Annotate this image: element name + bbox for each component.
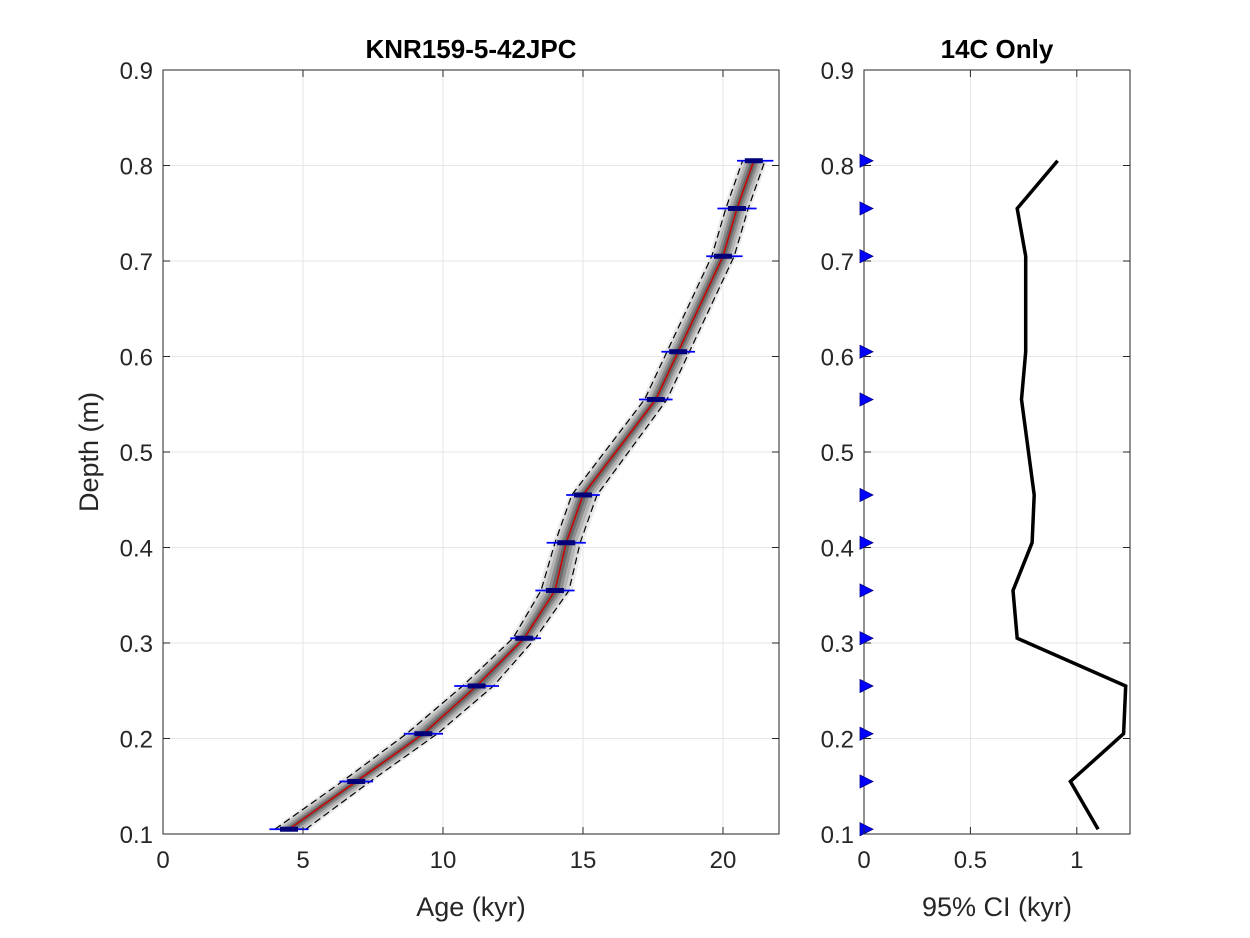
date-point <box>669 349 688 355</box>
ci-axis-label: 95% CI (kyr) <box>922 892 1072 922</box>
date-marker-triangle <box>859 487 874 503</box>
dated-samples <box>269 158 774 832</box>
ci-ticks: 0 0.5 1 0.1 0.2 0.3 0.4 0.5 0.6 0.7 0.8 0.9 <box>821 58 1130 874</box>
x-tick-label: 0.5 <box>954 847 987 874</box>
date-point <box>557 540 576 546</box>
age-model-band <box>271 160 768 830</box>
y-tick-label: 0.5 <box>120 440 153 467</box>
date-point <box>414 731 433 737</box>
age-depth-panel: 0 5 10 15 20 0.1 0.2 0.3 0.4 0.5 0.6 0.7 0.8 0.9 KNR1… <box>74 34 780 922</box>
x-tick-label: 0 <box>156 847 169 874</box>
ci-grid <box>863 69 1130 835</box>
age-uncertainty-shade <box>271 160 768 830</box>
date-point <box>280 826 298 832</box>
date-point <box>574 492 592 498</box>
x-tick-label: 10 <box>430 847 457 874</box>
date-point <box>714 253 732 259</box>
y-tick-label: 0.8 <box>120 154 153 181</box>
depth-axis-label: Depth (m) <box>74 392 104 512</box>
date-point <box>467 683 486 689</box>
y-tick-label: 0.2 <box>120 727 153 754</box>
age-depth-grid <box>162 69 779 835</box>
y-tick-label: 0.3 <box>821 631 854 658</box>
y-tick-label: 0.7 <box>821 249 854 276</box>
x-tick-label: 15 <box>570 847 597 874</box>
ci-line-group <box>1011 159 1128 831</box>
y-tick-label: 0.9 <box>821 58 854 85</box>
date-marker-triangle <box>859 153 874 168</box>
date-point <box>546 587 564 593</box>
y-tick-label: 0.6 <box>120 345 153 372</box>
date-marker-triangle <box>859 249 874 264</box>
date-marker-triangle <box>859 774 874 789</box>
x-tick-label: 5 <box>296 847 309 874</box>
y-tick-label: 0.9 <box>120 58 153 85</box>
ci-panel: 0 0.5 1 0.1 0.2 0.3 0.4 0.5 0.6 0.7 0.8 0.9 14C Onl… <box>821 34 1131 922</box>
date-point <box>744 158 763 164</box>
x-tick-label: 0 <box>857 847 870 874</box>
date-marker-triangle <box>859 392 874 407</box>
date-marker-triangle <box>859 726 874 741</box>
y-tick-label: 0.3 <box>120 631 153 658</box>
y-tick-label: 0.4 <box>821 536 854 563</box>
date-marker-triangle <box>859 822 874 837</box>
date-marker-triangle <box>859 678 874 694</box>
date-marker-triangle <box>859 583 874 598</box>
date-point <box>728 205 746 211</box>
y-tick-label: 0.2 <box>821 727 854 754</box>
age-axis-label: Age (kyr) <box>416 892 526 922</box>
age-depth-ticks: 0 5 10 15 20 0.1 0.2 0.3 0.4 0.5 0.6 0.7 0.8 0.9 <box>120 58 779 874</box>
date-point <box>515 635 534 641</box>
date-marker-triangle <box>859 201 874 216</box>
y-tick-label: 0.1 <box>120 822 153 849</box>
x-tick-label: 20 <box>710 847 737 874</box>
x-tick-label: 1 <box>1070 847 1083 874</box>
ci-date-markers <box>859 153 874 837</box>
age-depth-title: KNR159-5-42JPC <box>366 34 577 64</box>
y-tick-label: 0.4 <box>120 536 153 563</box>
y-tick-label: 0.1 <box>821 822 854 849</box>
date-marker-triangle <box>859 631 874 646</box>
ci-title: 14C Only <box>941 34 1054 64</box>
date-point <box>646 396 665 402</box>
date-marker-triangle <box>859 535 874 550</box>
date-marker-triangle <box>859 344 874 359</box>
y-tick-label: 0.5 <box>821 440 854 467</box>
y-tick-label: 0.8 <box>821 154 854 181</box>
date-point <box>347 778 366 784</box>
ci-line <box>1011 159 1128 831</box>
y-tick-label: 0.6 <box>821 345 854 372</box>
y-tick-label: 0.7 <box>120 249 153 276</box>
